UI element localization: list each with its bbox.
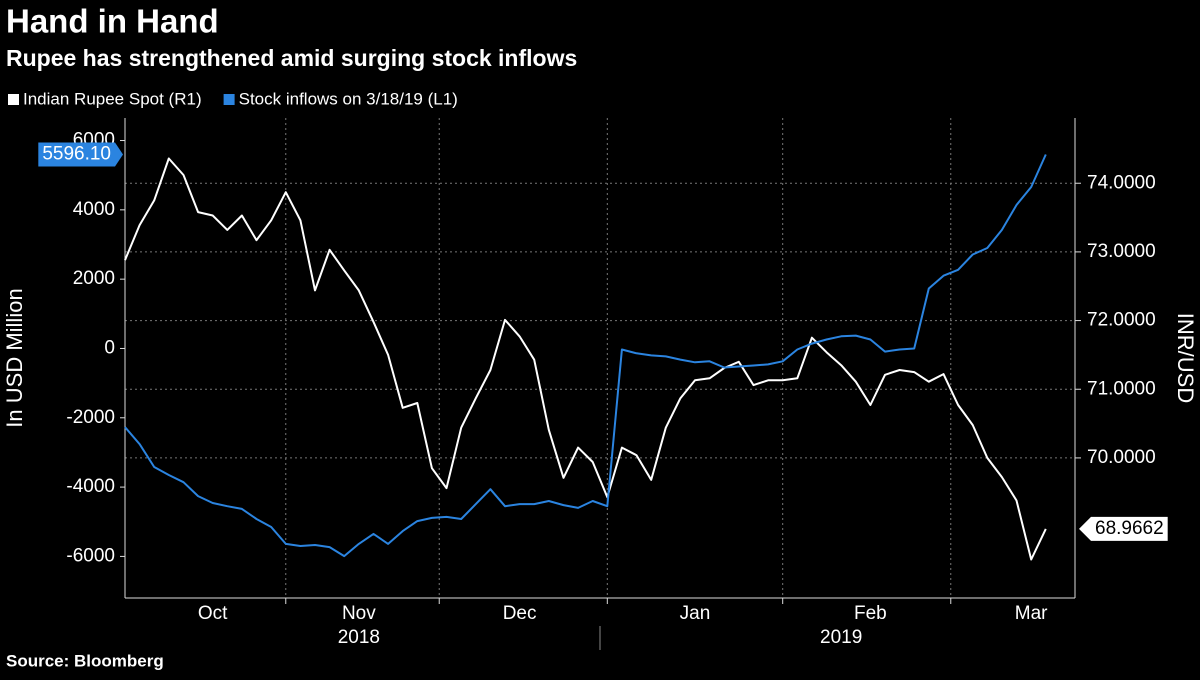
x-year-label: 2018 <box>338 627 380 648</box>
y2-tick-label: 73.0000 <box>1087 241 1156 262</box>
source: Source: Bloomberg <box>6 651 164 670</box>
y-tick-label: 0 <box>104 337 115 358</box>
x-tick-label: Feb <box>854 603 887 624</box>
x-tick-label: Mar <box>1015 603 1048 624</box>
x-tick-label: Oct <box>198 603 228 624</box>
y2-tick-label: 70.0000 <box>1087 447 1156 468</box>
end-label-text: 5596.10 <box>42 144 111 165</box>
x-tick-label: Nov <box>342 603 376 624</box>
y-tick-label: -2000 <box>66 407 115 428</box>
x-tick-label: Jan <box>680 603 711 624</box>
chart-subtitle: Rupee has strengthened amid surging stoc… <box>6 45 577 71</box>
end-label-text: 68.9662 <box>1095 518 1164 539</box>
legend-label: Stock inflows on 3/18/19 (L1) <box>239 89 458 108</box>
end-label: 68.9662 <box>1079 516 1168 541</box>
end-label: 5596.10 <box>38 142 123 167</box>
chart-title: Hand in Hand <box>6 3 219 40</box>
y-tick-label: 2000 <box>73 268 115 289</box>
legend-swatch <box>223 94 235 105</box>
x-tick-label: Dec <box>503 603 537 624</box>
y2-tick-label: 72.0000 <box>1087 310 1156 331</box>
x-year-label: 2019 <box>820 627 862 648</box>
y2-axis-label: INR/USD <box>1173 313 1198 403</box>
series-line <box>124 154 1047 558</box>
y-tick-label: -4000 <box>66 476 115 497</box>
end-label-box <box>38 142 123 167</box>
y-tick-label: -6000 <box>66 545 115 566</box>
end-label-box <box>1079 516 1168 541</box>
legend-swatch <box>8 94 19 105</box>
y-tick-label: 4000 <box>73 199 115 220</box>
y2-tick-label: 74.0000 <box>1087 172 1156 193</box>
y2-tick-label: 71.0000 <box>1087 378 1156 399</box>
legend-label: Indian Rupee Spot (R1) <box>23 89 202 108</box>
series-line <box>124 157 1047 561</box>
y-axis-label: In USD Million <box>2 288 27 427</box>
